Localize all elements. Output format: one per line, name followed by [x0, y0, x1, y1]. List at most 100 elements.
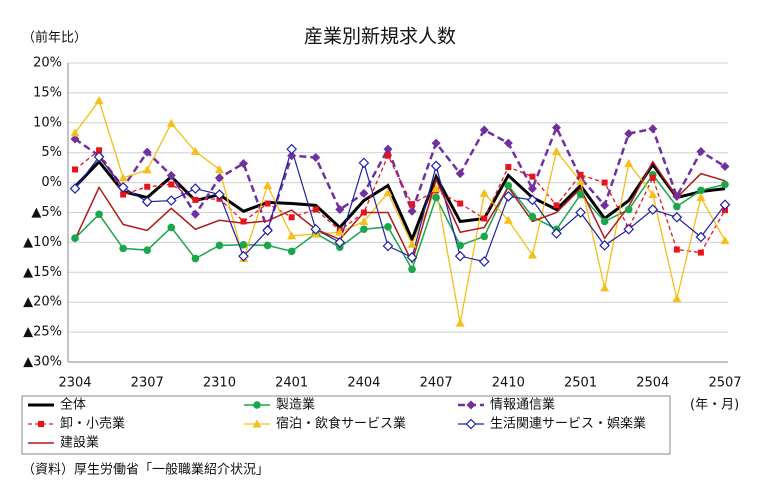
- y-tick-label: ▲10%: [23, 235, 62, 250]
- marker: [672, 191, 682, 201]
- marker: [454, 250, 466, 262]
- marker: [142, 165, 152, 174]
- marker: [575, 207, 586, 218]
- marker: [96, 147, 103, 154]
- marker: [481, 215, 488, 222]
- marker: [335, 205, 345, 215]
- marker: [408, 265, 416, 274]
- marker: [286, 143, 298, 155]
- marker: [69, 183, 81, 194]
- marker: [456, 241, 464, 250]
- marker: [214, 173, 224, 183]
- marker: [166, 118, 176, 127]
- marker: [71, 234, 79, 243]
- marker: [263, 181, 273, 190]
- x-tick-label: 2401: [275, 376, 308, 391]
- legend-label: 製造業: [276, 397, 315, 413]
- marker: [624, 129, 634, 139]
- y-tick-label: 5%: [41, 145, 62, 160]
- marker: [382, 240, 394, 252]
- marker: [527, 250, 537, 259]
- marker: [624, 158, 634, 167]
- marker: [647, 204, 659, 215]
- marker: [551, 147, 561, 156]
- marker: [359, 188, 369, 198]
- x-tick-label: 2504: [636, 376, 669, 391]
- legend-label: 情報通信業: [490, 397, 555, 413]
- marker: [671, 211, 683, 223]
- series-line: [73, 159, 726, 244]
- marker: [527, 194, 538, 206]
- marker: [94, 96, 104, 105]
- series-line: [74, 160, 726, 265]
- marker: [601, 179, 608, 186]
- legend-box: [21, 395, 671, 455]
- marker: [721, 180, 729, 189]
- marker: [431, 138, 441, 148]
- marker: [383, 144, 393, 154]
- x-tick-label: 2404: [347, 376, 380, 391]
- source-note: （資料）厚生労働省「一般職業紹介状況」: [22, 462, 269, 478]
- marker: [600, 200, 610, 210]
- marker: [287, 247, 296, 256]
- marker: [576, 190, 585, 199]
- marker: [527, 184, 537, 194]
- marker: [287, 151, 297, 161]
- x-tick-label: 2507: [708, 376, 741, 391]
- legend-marker: [465, 418, 477, 430]
- x-tick-label: 2304: [58, 376, 91, 391]
- marker: [551, 123, 561, 133]
- marker: [503, 215, 513, 224]
- marker: [239, 240, 248, 249]
- marker: [264, 200, 271, 207]
- marker: [214, 189, 225, 200]
- marker: [334, 237, 346, 248]
- y-tick-label: 15%: [33, 85, 62, 100]
- marker: [648, 124, 658, 134]
- y-tick-label: ▲30%: [23, 355, 62, 370]
- y-tick-label: 10%: [33, 115, 62, 130]
- marker: [239, 158, 249, 168]
- marker: [70, 134, 80, 144]
- marker: [263, 241, 272, 250]
- marker: [93, 151, 105, 163]
- marker: [479, 188, 489, 197]
- marker: [624, 205, 633, 214]
- marker: [70, 128, 80, 137]
- marker: [117, 182, 129, 193]
- marker: [722, 207, 728, 214]
- marker: [166, 170, 176, 180]
- y-axis-label: （前年比）: [22, 30, 87, 46]
- marker: [720, 161, 730, 171]
- legend-label: 卸・小売業: [60, 416, 125, 432]
- marker: [576, 176, 586, 185]
- marker: [551, 228, 562, 239]
- marker: [358, 157, 370, 169]
- marker: [697, 249, 704, 256]
- legend-label: 生活関連サービス・娯楽業: [490, 416, 646, 432]
- series-line: [74, 149, 726, 254]
- marker: [648, 190, 658, 199]
- marker: [430, 160, 442, 172]
- marker: [504, 181, 513, 190]
- marker: [672, 294, 682, 303]
- legend-label: 全体: [60, 397, 86, 413]
- marker: [720, 236, 730, 245]
- marker: [600, 283, 610, 292]
- marker: [505, 164, 512, 171]
- marker: [240, 218, 247, 225]
- marker: [432, 193, 440, 202]
- marker: [142, 147, 152, 157]
- marker: [310, 223, 322, 235]
- marker: [697, 186, 705, 195]
- marker: [95, 210, 103, 219]
- marker: [359, 216, 369, 225]
- marker: [118, 173, 128, 182]
- marker: [649, 174, 656, 181]
- marker: [168, 181, 175, 188]
- marker: [384, 152, 391, 159]
- legend-marker: [38, 421, 44, 427]
- y-tick-label: ▲20%: [23, 295, 62, 310]
- x-axis-label: (年・月): [690, 398, 739, 413]
